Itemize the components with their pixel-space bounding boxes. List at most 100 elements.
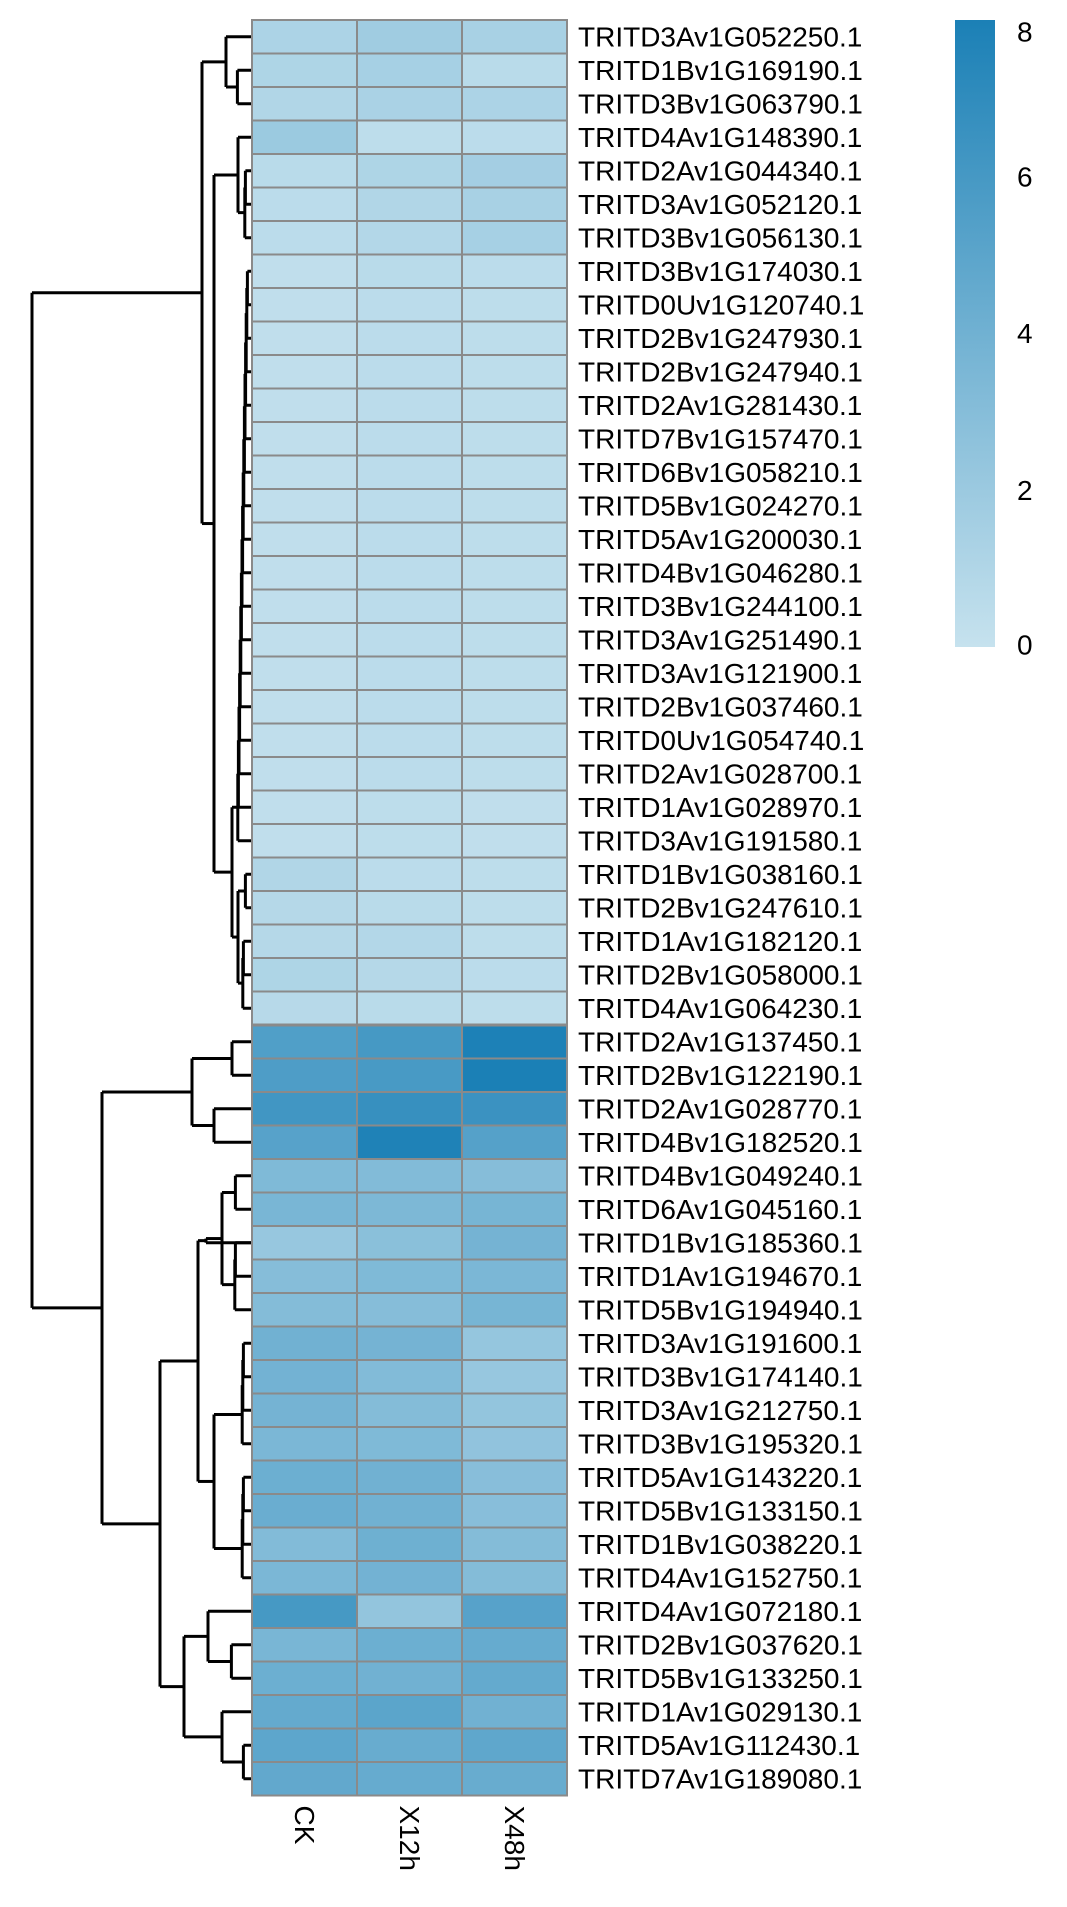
heatmap-cell	[251, 1493, 358, 1529]
heatmap-cell	[251, 1560, 358, 1596]
heatmap-cell	[356, 1158, 463, 1194]
heatmap-cell	[251, 287, 358, 323]
legend-tick-label: 0	[1017, 630, 1033, 661]
heatmap-cell	[251, 756, 358, 792]
column-label: X12h	[394, 1806, 425, 1871]
heatmap-cell	[251, 1660, 358, 1696]
heatmap-cell	[356, 454, 463, 490]
heatmap-cell	[356, 1392, 463, 1428]
heatmap-cell	[461, 387, 568, 423]
heatmap-cell	[461, 1392, 568, 1428]
row-label: TRITD4Av1G148390.1	[578, 122, 862, 153]
column-label: CK	[289, 1806, 320, 1845]
heatmap-cell	[356, 1258, 463, 1294]
row-label: TRITD4Bv1G182520.1	[578, 1127, 863, 1158]
heatmap-cell	[251, 1727, 358, 1763]
heatmap-cell	[356, 1359, 463, 1395]
heatmap-cell	[461, 823, 568, 859]
row-label: TRITD2Bv1G037460.1	[578, 691, 863, 722]
row-label: TRITD5Av1G200030.1	[578, 524, 862, 555]
row-label: TRITD3Av1G191600.1	[578, 1328, 862, 1359]
heatmap-cell	[356, 1727, 463, 1763]
heatmap-cell	[356, 19, 463, 55]
heatmap-cell	[251, 1158, 358, 1194]
heatmap-cell	[356, 1560, 463, 1596]
heatmap-cell	[251, 1225, 358, 1261]
row-label: TRITD2Bv1G247930.1	[578, 323, 863, 354]
heatmap-cell	[251, 1091, 358, 1127]
heatmap-cell	[251, 19, 358, 55]
heatmap-cell	[356, 923, 463, 959]
heatmap-cell	[461, 1292, 568, 1328]
heatmap-cell	[356, 1459, 463, 1495]
heatmap-cell	[461, 1124, 568, 1160]
heatmap-cell	[251, 521, 358, 557]
row-label: TRITD2Bv1G247610.1	[578, 892, 863, 923]
heatmap-cell	[461, 488, 568, 524]
heatmap-cell	[461, 1526, 568, 1562]
row-label: TRITD1Bv1G038160.1	[578, 859, 863, 890]
row-label: TRITD3Av1G052120.1	[578, 189, 862, 220]
heatmap-cell	[251, 1694, 358, 1730]
legend-tick-label: 2	[1017, 475, 1033, 506]
row-label: TRITD2Bv1G122190.1	[578, 1060, 863, 1091]
heatmap-cell	[461, 1024, 568, 1060]
heatmap-cell	[461, 1325, 568, 1361]
legend-color-bar	[955, 20, 995, 647]
heatmap-cell	[356, 186, 463, 222]
row-label: TRITD2Av1G044340.1	[578, 155, 862, 186]
heatmap-cell	[461, 220, 568, 256]
heatmap-cell	[251, 789, 358, 825]
heatmap-cell	[356, 555, 463, 591]
heatmap-cell	[461, 52, 568, 88]
heatmap-cell	[251, 1359, 358, 1395]
legend-tick-label: 6	[1017, 161, 1033, 192]
heatmap-cell	[251, 220, 358, 256]
heatmap-cell	[356, 823, 463, 859]
heatmap-cell	[356, 1627, 463, 1663]
heatmap-cell	[356, 320, 463, 356]
heatmap-cell	[251, 1392, 358, 1428]
heatmap-cell	[251, 153, 358, 189]
heatmap-cell	[251, 186, 358, 222]
heatmap-cell	[356, 521, 463, 557]
heatmap-cell	[461, 1493, 568, 1529]
heatmap-cell	[461, 990, 568, 1026]
heatmap-cell	[356, 789, 463, 825]
row-label: TRITD5Bv1G024270.1	[578, 490, 863, 521]
heatmap-cell	[251, 856, 358, 892]
color-legend: 0 2 4 6 8	[955, 17, 1033, 661]
row-label: TRITD3Bv1G174030.1	[578, 256, 863, 287]
heatmap-cell	[461, 588, 568, 624]
row-label: TRITD5Av1G112430.1	[578, 1730, 860, 1761]
row-label: TRITD0Uv1G120740.1	[578, 289, 864, 320]
row-label: TRITD3Bv1G195320.1	[578, 1428, 863, 1459]
heatmap-cell	[356, 52, 463, 88]
row-label: TRITD3Av1G212750.1	[578, 1395, 862, 1426]
heatmap-cell	[461, 354, 568, 390]
heatmap-cell	[356, 421, 463, 457]
heatmap-cell	[251, 86, 358, 122]
heatmap-cell	[356, 655, 463, 691]
heatmap-cell	[356, 1761, 463, 1797]
row-label: TRITD0Uv1G054740.1	[578, 725, 864, 756]
heatmap-cell	[356, 722, 463, 758]
heatmap-cell	[461, 789, 568, 825]
heatmap-cell	[461, 689, 568, 725]
heatmap-cell	[251, 1426, 358, 1462]
row-label: TRITD7Av1G189080.1	[578, 1763, 862, 1794]
row-label: TRITD1Av1G029130.1	[578, 1696, 862, 1727]
row-label: TRITD2Av1G281430.1	[578, 390, 862, 421]
column-labels: CK X12h X48h	[289, 1806, 530, 1871]
row-label: TRITD4Av1G152750.1	[578, 1562, 862, 1593]
row-label: TRITD6Av1G045160.1	[578, 1194, 862, 1225]
heatmap-cell	[356, 1325, 463, 1361]
heatmap-cell	[461, 1560, 568, 1596]
heatmap-cell	[356, 588, 463, 624]
row-label: TRITD5Bv1G133150.1	[578, 1495, 863, 1526]
heatmap-cell	[356, 354, 463, 390]
heatmap-cell	[461, 287, 568, 323]
heatmap-cell	[356, 1426, 463, 1462]
heatmap-cell	[251, 990, 358, 1026]
heatmap-cell	[461, 1761, 568, 1797]
